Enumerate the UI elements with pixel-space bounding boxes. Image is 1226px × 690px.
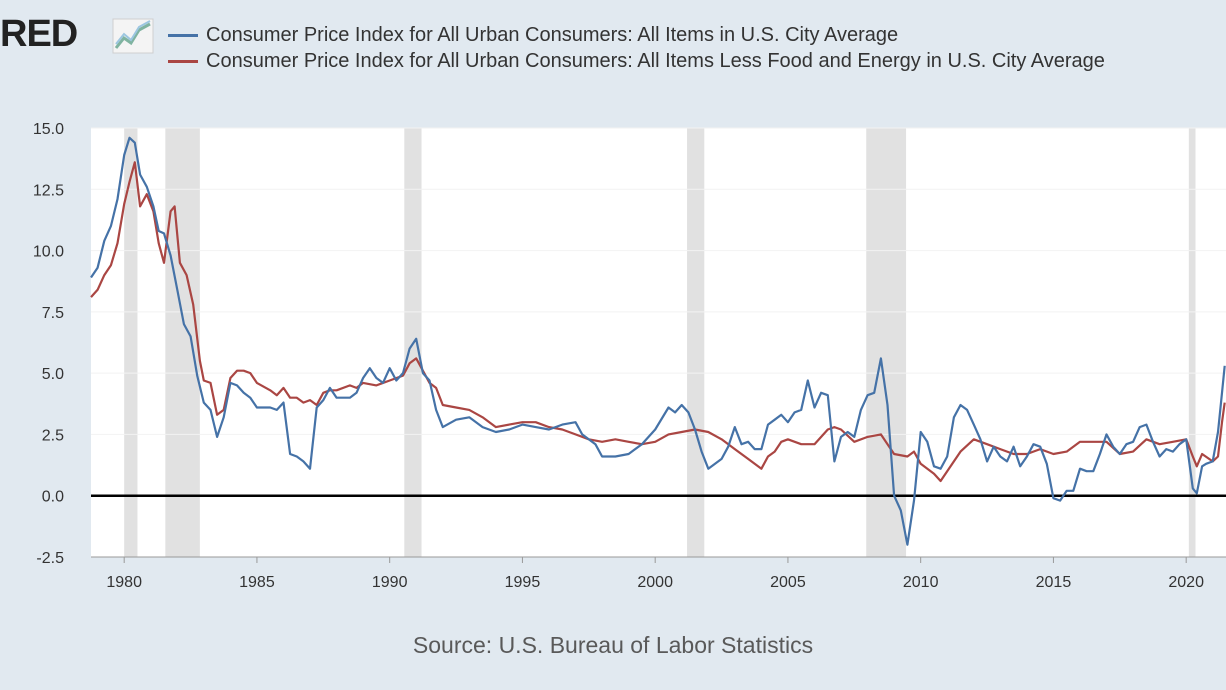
plot-area [91, 128, 1226, 557]
y-tick-label: 0.0 [42, 489, 64, 506]
y-tick-label: 12.5 [33, 182, 64, 199]
y-tick-label: 10.0 [33, 244, 64, 261]
y-tick-label: 7.5 [42, 305, 64, 322]
legend-item-series-2[interactable]: Consumer Price Index for All Urban Consu… [168, 48, 1208, 74]
recession-shade-4 [687, 128, 705, 557]
legend-swatch-series-2 [168, 60, 198, 63]
x-tick-label: 2020 [1168, 574, 1204, 591]
legend-swatch-series-1 [168, 34, 198, 37]
x-tick-label: 1990 [372, 574, 408, 591]
chart-legend: Consumer Price Index for All Urban Consu… [168, 22, 1208, 74]
y-tick-label: 2.5 [42, 427, 64, 444]
y-tick-label: -2.5 [36, 550, 64, 567]
fred-logo: RED [0, 13, 78, 55]
legend-label-series-2: Consumer Price Index for All Urban Consu… [206, 50, 1105, 72]
x-tick-label: 2015 [1036, 574, 1072, 591]
recession-shade-2 [165, 128, 200, 557]
y-tick-label: 15.0 [33, 121, 64, 138]
recession-shade-5 [866, 128, 907, 557]
x-tick-label: 1995 [505, 574, 541, 591]
recession-shade-6 [1188, 128, 1196, 557]
series-line-1 [90, 136, 1226, 546]
graph-icon [112, 18, 154, 54]
x-tick-label: 1985 [239, 574, 275, 591]
x-tick-label: 1980 [106, 574, 142, 591]
source-note: Source: U.S. Bureau of Labor Statistics [412, 632, 814, 658]
y-tick-label: 5.0 [42, 366, 64, 383]
x-tick-label: 2010 [903, 574, 939, 591]
x-tick-label: 2000 [637, 574, 673, 591]
recession-shade-1 [124, 128, 138, 557]
x-tick-label: 2005 [770, 574, 806, 591]
legend-item-series-1[interactable]: Consumer Price Index for All Urban Consu… [168, 22, 1208, 48]
legend-label-series-1: Consumer Price Index for All Urban Consu… [206, 24, 899, 46]
series-line-2 [90, 161, 1226, 483]
